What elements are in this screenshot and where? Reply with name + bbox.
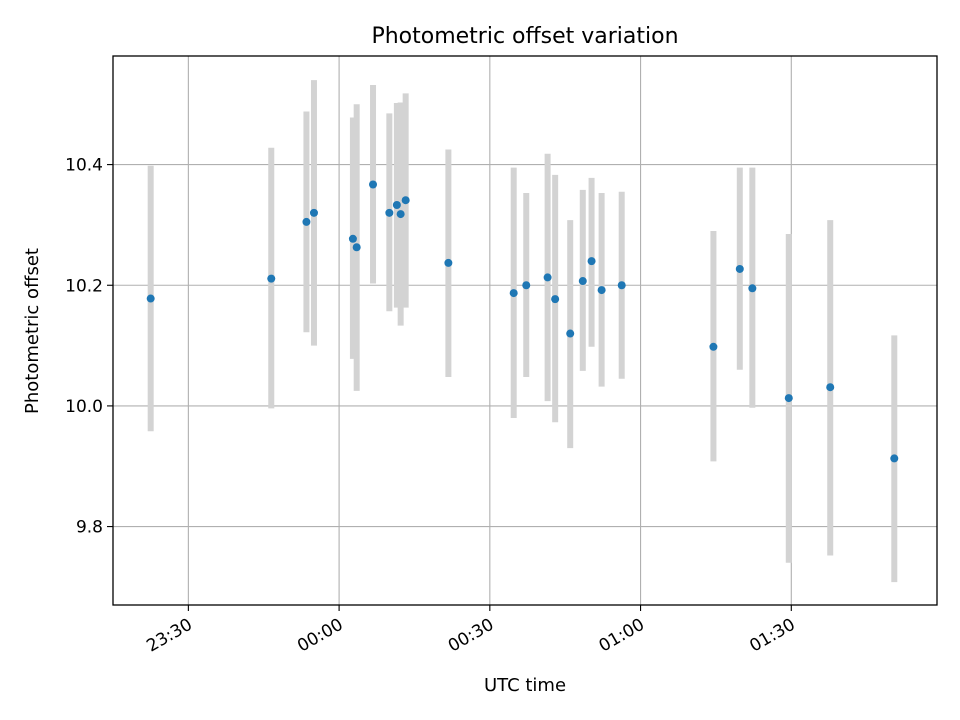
data-point bbox=[587, 257, 596, 266]
data-point bbox=[352, 243, 361, 252]
data-point bbox=[522, 281, 531, 290]
data-point bbox=[597, 286, 606, 295]
data-point bbox=[401, 196, 410, 205]
data-point bbox=[617, 281, 626, 290]
data-point bbox=[784, 394, 793, 403]
data-point bbox=[543, 273, 552, 282]
data-point bbox=[267, 274, 276, 283]
plot-frame bbox=[112, 55, 938, 606]
data-point bbox=[302, 217, 311, 226]
data-point bbox=[392, 201, 401, 210]
data-point bbox=[369, 180, 378, 189]
data-point bbox=[578, 277, 587, 286]
data-point bbox=[309, 208, 318, 217]
data-point bbox=[348, 234, 357, 243]
y-tick-label: 9.8 bbox=[76, 518, 103, 538]
y-tick-label: 10.4 bbox=[65, 156, 103, 176]
y-axis-label: Photometric offset bbox=[22, 248, 43, 414]
data-point bbox=[444, 258, 453, 267]
data-point bbox=[709, 342, 718, 351]
data-point bbox=[385, 208, 394, 217]
data-point bbox=[509, 289, 518, 298]
y-tick-label: 10.2 bbox=[65, 276, 103, 296]
data-point bbox=[748, 284, 757, 293]
data-point bbox=[551, 295, 560, 304]
data-point bbox=[735, 264, 744, 273]
data-point bbox=[146, 294, 155, 303]
x-axis-label: UTC time bbox=[484, 675, 566, 696]
data-point bbox=[890, 454, 899, 463]
y-tick-label: 10.0 bbox=[65, 397, 103, 417]
data-point bbox=[566, 329, 575, 338]
data-point bbox=[396, 210, 405, 219]
data-point bbox=[826, 383, 835, 392]
data-points bbox=[146, 180, 899, 463]
chart-title: Photometric offset variation bbox=[371, 24, 678, 49]
